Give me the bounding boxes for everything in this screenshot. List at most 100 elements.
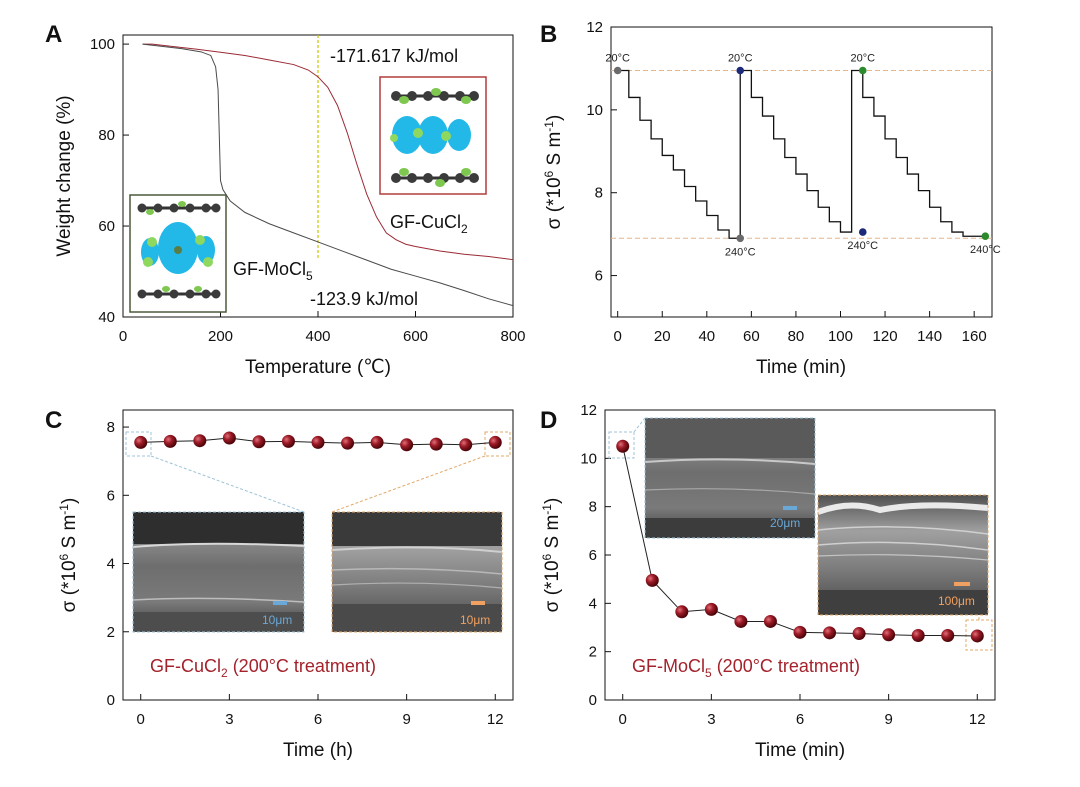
panel-d-data-point xyxy=(734,614,748,628)
panel-d-scale-top: 20μm xyxy=(770,516,800,530)
panel-a-series-cucl2 xyxy=(142,43,514,261)
panel-d-xtick-label: 9 xyxy=(884,711,892,728)
panel-d-xtick-label: 12 xyxy=(969,711,986,728)
panel-d-xlabel: Time (min) xyxy=(755,740,845,761)
panel-b-step-series xyxy=(617,69,986,239)
panel-d-xtick-label: 6 xyxy=(796,711,804,728)
panel-b-ytick-label: 10 xyxy=(586,102,603,119)
panel-c-xtick-label: 12 xyxy=(487,711,504,728)
panel-c-data-point xyxy=(459,438,473,452)
panel-c-data-point xyxy=(429,437,443,451)
panel-c-data-point xyxy=(488,435,502,449)
panel-c-data-point xyxy=(193,434,207,448)
panel-b-marker xyxy=(858,66,867,75)
panel-b-ytick-label: 8 xyxy=(595,185,603,202)
panel-c-sem-inset-right: 10μm xyxy=(331,511,503,633)
panel-d-xtick-label: 0 xyxy=(619,711,627,728)
panel-c-data-point xyxy=(252,435,266,449)
panel-d-xtick-label: 3 xyxy=(707,711,715,728)
panel-a-mo-energy: -123.9 kJ/mol xyxy=(310,289,418,309)
panel-a-series-mocl5 xyxy=(142,43,514,307)
panel-d-ytick-label: 6 xyxy=(589,547,597,564)
panel-d-zoom-guide-left xyxy=(633,417,646,433)
panel-b-frame xyxy=(610,26,993,318)
panel-c-zoom-guide-left xyxy=(150,455,305,513)
panel-c-zoom-guide-right xyxy=(331,455,486,513)
panel-c-scale-right: 10μm xyxy=(460,613,490,627)
panel-label-b: B xyxy=(540,21,557,48)
panel-b-marker xyxy=(613,66,622,75)
panel-b-xtick-label: 140 xyxy=(917,328,942,345)
panel-c-annotation: GF-CuCl2 (200°C treatment) xyxy=(150,656,376,680)
panel-d-data-point xyxy=(645,573,659,587)
panel-a-xtick-label: 200 xyxy=(208,328,233,345)
panel-d-ytick-label: 4 xyxy=(589,595,597,612)
panel-b-ytick-label: 6 xyxy=(595,268,603,285)
panel-c-xtick-label: 3 xyxy=(225,711,233,728)
panel-c-ylabel: σ (*106 S m-1) xyxy=(57,498,80,613)
panel-label-c: C xyxy=(45,407,62,434)
panel-d: D 0 3 6 9 12 0 2 4 6 8 10 12 20μm 100μm xyxy=(540,402,996,761)
mocl5-structure-inset xyxy=(129,194,227,313)
panel-d-ytick-label: 10 xyxy=(580,450,597,467)
panel-a-xtick-label: 800 xyxy=(500,328,525,345)
panel-c-ytick-label: 2 xyxy=(107,624,115,641)
panel-b-marker-label: 240°C xyxy=(725,246,756,258)
panel-b-marker-label: 240°C xyxy=(847,240,878,252)
panel-b-marker-label: 20°C xyxy=(605,53,630,65)
panel-c-zoom-box-right xyxy=(484,431,511,457)
panel-c-sem-inset-left: 10μm xyxy=(132,511,305,633)
panel-c-data-point xyxy=(222,431,236,445)
panel-b-marker xyxy=(736,66,745,75)
panel-d-data-point xyxy=(882,628,896,642)
panel-b-marker-label: 20°C xyxy=(850,53,875,65)
cucl2-structure-inset xyxy=(379,76,487,195)
panel-b-xtick-label: 0 xyxy=(614,328,622,345)
panel-c-scale-left: 10μm xyxy=(262,613,292,627)
panel-c-ytick-label: 6 xyxy=(107,487,115,504)
panel-d-data-point xyxy=(793,625,807,639)
panel-c-xtick-label: 6 xyxy=(314,711,322,728)
panel-d-data-point xyxy=(941,628,955,642)
panel-b-marker xyxy=(858,228,867,236)
panel-b-markers: 20°C 240°C 20°C 240°C 20°C 240°C xyxy=(605,53,1000,259)
panel-label-a: A xyxy=(45,21,62,48)
panel-b-marker-label: 20°C xyxy=(728,53,753,65)
panel-d-ytick-label: 2 xyxy=(589,644,597,661)
panel-c-data-point xyxy=(341,436,355,450)
panel-a-cu-label: GF-CuCl2 xyxy=(390,212,468,236)
panel-b-reference-lines xyxy=(611,70,992,239)
panel-d-ylabel: σ (*106 S m-1) xyxy=(540,498,563,613)
panel-d-data-point xyxy=(616,439,630,453)
panel-a-ytick-label: 40 xyxy=(98,309,115,326)
panel-b-ticks: 0 20 40 60 80 100 120 140 160 6 8 10 12 xyxy=(586,19,986,345)
panel-b-marker xyxy=(981,232,990,241)
panel-c-xtick-label: 9 xyxy=(402,711,410,728)
panel-d-ytick-label: 8 xyxy=(589,499,597,516)
panel-c-data-point xyxy=(134,435,148,449)
panel-a-xtick-label: 400 xyxy=(305,328,330,345)
panel-a-ytick-label: 80 xyxy=(98,127,115,144)
panel-c-xtick-label: 0 xyxy=(137,711,145,728)
panel-b-xtick-label: 120 xyxy=(873,328,898,345)
panel-a-ticks: 0 200 400 600 800 40 60 80 100 xyxy=(90,36,526,345)
panel-b-marker xyxy=(736,234,745,243)
panel-b-xtick-label: 20 xyxy=(654,328,671,345)
panel-d-ticks: 0 3 6 9 12 0 2 4 6 8 10 12 xyxy=(580,402,985,728)
panel-d-data-point xyxy=(704,602,718,616)
panel-c-ytick-label: 4 xyxy=(107,556,115,573)
panel-b-marker-label: 240°C xyxy=(970,244,1001,256)
panel-d-zoom-box-left xyxy=(608,431,635,459)
panel-a-xtick-label: 600 xyxy=(403,328,428,345)
panel-b-ylabel: σ (*106 S m-1) xyxy=(542,115,565,230)
panel-b-xtick-label: 100 xyxy=(828,328,853,345)
panel-d-ytick-label: 12 xyxy=(580,402,597,419)
panel-a-xtick-label: 0 xyxy=(119,328,127,345)
panel-d-data-point xyxy=(763,614,777,628)
panel-c-xlabel: Time (h) xyxy=(283,740,353,761)
panel-b-xlabel: Time (min) xyxy=(756,357,846,378)
panel-c-data-point xyxy=(281,434,295,448)
panel-a-mo-label: GF-MoCl5 xyxy=(233,259,313,283)
panel-d-data-point xyxy=(970,629,984,643)
